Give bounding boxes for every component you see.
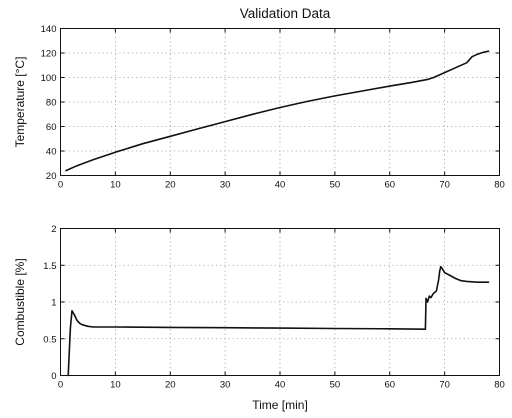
combustible-x-tick-label: 60: [384, 380, 395, 391]
combustible-x-tick-label: 20: [165, 380, 176, 391]
combustible-x-tick-label: 40: [275, 380, 286, 391]
combustible-y-tick-label: 2: [51, 224, 56, 235]
temperature-x-tick-label: 30: [220, 180, 231, 191]
temperature-x-tick-label: 0: [58, 180, 63, 191]
combustible-x-tick-label: 70: [439, 380, 450, 391]
combustible-y-tick-label: 1: [51, 298, 56, 309]
temperature-y-tick-label: 40: [46, 147, 57, 158]
temperature-x-tick-label: 70: [439, 180, 450, 191]
temperature-x-tick-label: 60: [384, 180, 395, 191]
temperature-plot: 0 10 20 30 40 50 60 70 80 20 40 60 80 100 120 140 Tempe…: [13, 24, 505, 191]
combustible-plot: 0 10 20 30 40 50 60 70 80 0 0.5 1 1.5 2 Combustible […: [13, 224, 505, 412]
time-x-axis-label: Time [min]: [252, 398, 308, 412]
figure-title: Validation Data: [240, 6, 331, 21]
temperature-y-tick-label: 80: [46, 98, 57, 109]
combustible-y-tick-label: 0: [51, 371, 56, 382]
combustible-x-tick-label: 80: [494, 380, 505, 391]
combustible-y-tick-label: 1.5: [43, 261, 56, 272]
combustible-x-tick-label: 10: [110, 380, 121, 391]
temperature-y-axis-label: Temperature [°C]: [13, 57, 27, 148]
temperature-y-tick-label: 60: [46, 122, 57, 133]
temperature-x-tick-label: 50: [330, 180, 341, 191]
combustible-x-tick-label: 50: [330, 380, 341, 391]
combustible-series-line: [67, 265, 490, 377]
temperature-y-tick-label: 120: [41, 49, 57, 60]
temperature-series-line: [65, 50, 490, 172]
temperature-x-tick-label: 20: [165, 180, 176, 191]
temperature-x-tick-label: 40: [275, 180, 286, 191]
combustible-y-tick-label: 0.5: [43, 334, 56, 345]
combustible-x-tick-label: 30: [220, 380, 231, 391]
temperature-y-tick-label: 140: [41, 24, 57, 35]
combustible-y-axis-label: Combustible [%]: [13, 258, 27, 345]
temperature-y-tick-label: 100: [41, 73, 57, 84]
temperature-x-tick-label: 10: [110, 180, 121, 191]
temperature-y-tick-label: 20: [46, 171, 57, 182]
temperature-x-tick-label: 80: [494, 180, 505, 191]
combustible-x-tick-label: 0: [58, 380, 63, 391]
